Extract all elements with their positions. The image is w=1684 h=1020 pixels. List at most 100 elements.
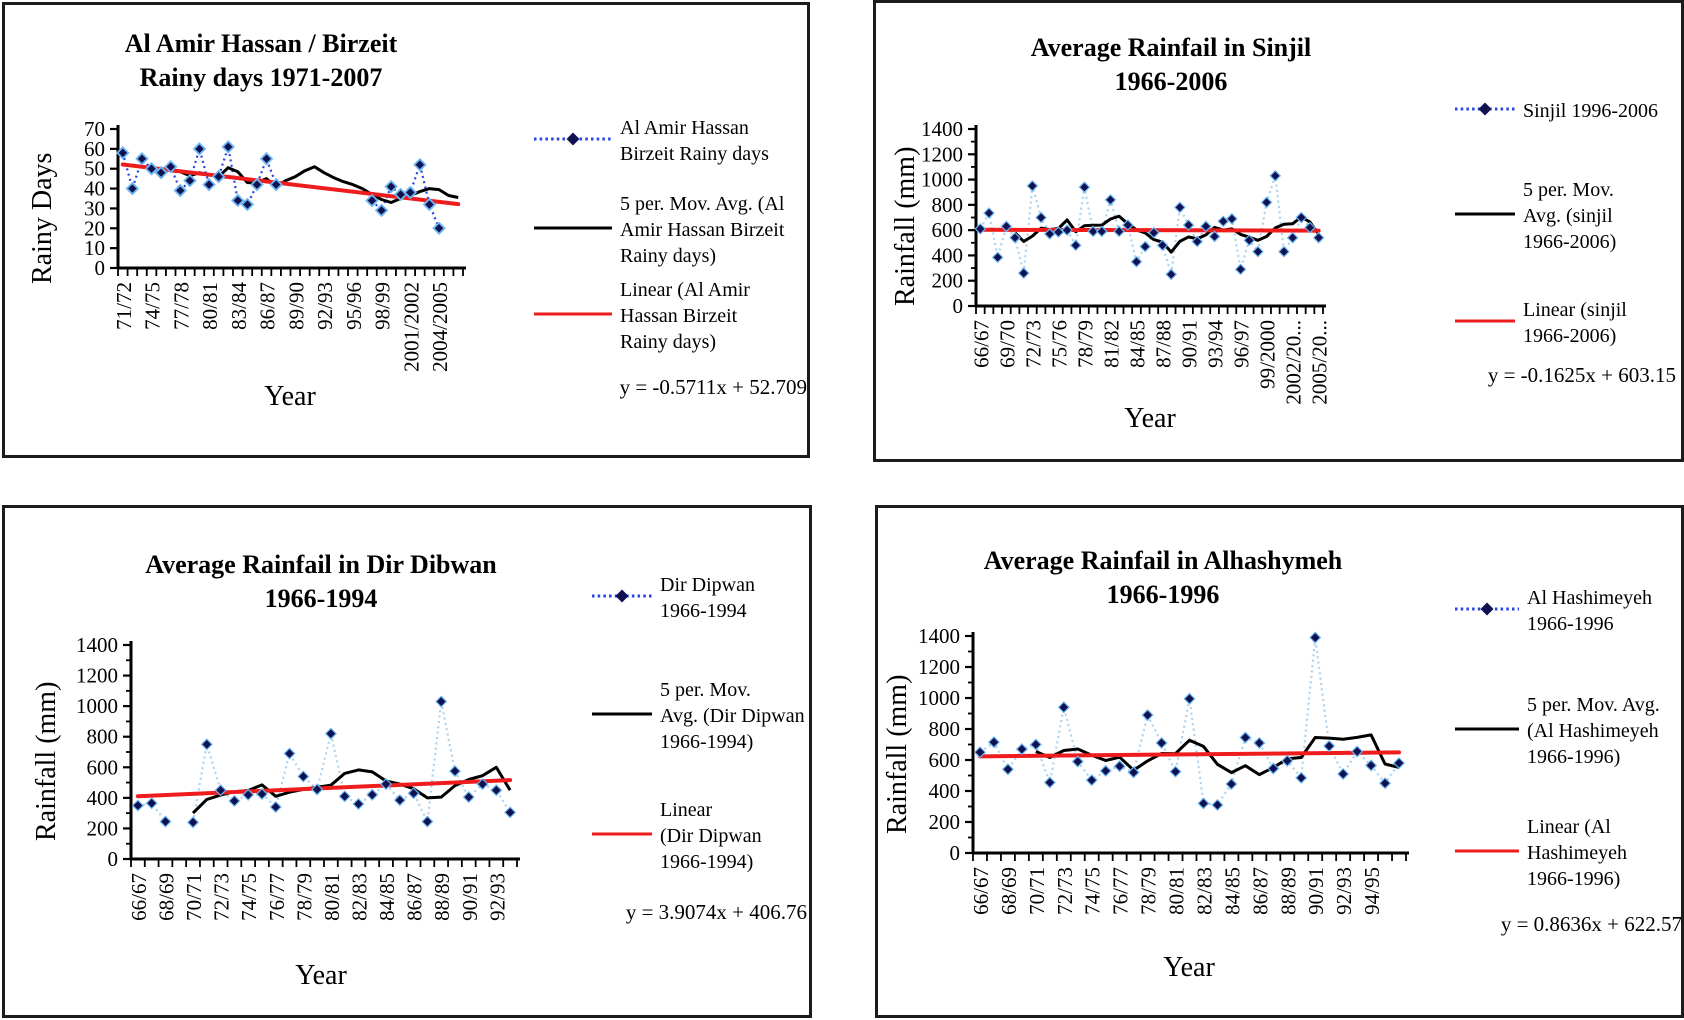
legend-marker-dotted-diamond-icon <box>533 131 613 152</box>
diamond-marker <box>1165 268 1178 281</box>
chart-title-line1: Average Rainfail in Alhashymeh <box>983 546 1343 575</box>
diamond-marker <box>1174 201 1186 214</box>
x-tick-label: 92/93 <box>485 873 509 921</box>
panel-sinjil: 0 200 400 600 800 1000 1200 1400 66/67 69/70 72/73… <box>873 0 1684 462</box>
x-tick-label: 82/83 <box>1192 867 1216 915</box>
diamond-marker <box>269 800 282 814</box>
legend-entry-trend: Linear (Al Amir Hassan Birzeit Rainy days) <box>533 277 750 355</box>
y-tick-label: 10 <box>84 236 105 260</box>
linear-trend-line <box>978 227 1321 233</box>
diamond-marker <box>407 787 420 800</box>
x-tick-label: 74/75 <box>141 282 165 330</box>
legend-label: Linear (Al Amir Hassan Birzeit Rainy days) <box>620 279 750 353</box>
trend-equation: y = 0.8636x + 622.57 <box>1500 912 1682 936</box>
diamond-marker <box>1026 180 1039 192</box>
x-tick-label: 69/70 <box>995 320 1019 368</box>
legend-entry-series: Sinjil 1996-2006 <box>1454 98 1658 124</box>
diamond-marker <box>1147 226 1160 239</box>
diamond-marker <box>432 221 446 236</box>
x-tick-label: 90/91 <box>458 873 482 921</box>
diamond-marker <box>366 788 379 801</box>
diamond-marker <box>1286 231 1299 244</box>
y-tick-label: 1200 <box>921 142 963 166</box>
diamond-marker <box>1243 234 1256 247</box>
diamond-marker <box>1197 797 1210 810</box>
diamond-marker <box>1141 709 1154 722</box>
diamond-marker <box>154 165 168 180</box>
diamond-marker <box>116 146 130 160</box>
legend-label: 5 per. Mov. Avg. (Dir Dipwan 1966-1994) <box>660 679 805 753</box>
series-markers <box>973 631 1406 811</box>
diamond-marker <box>462 791 475 804</box>
diamond-marker <box>352 797 365 811</box>
dotted-diamond-swatch <box>1455 602 1519 615</box>
x-tick-label: 89/90 <box>284 282 308 330</box>
diamond-marker <box>1121 219 1134 231</box>
diamond-marker <box>214 784 227 797</box>
red-line-swatch <box>592 832 652 835</box>
diamond-marker <box>1085 774 1098 787</box>
y-tick-label: 1200 <box>918 655 960 679</box>
diamond-marker <box>231 193 245 208</box>
chart-title: Al Amir Hassan / Birzeit Rainy days 1971… <box>31 27 491 95</box>
chart-title-line2: 1966-1996 <box>1106 580 1220 609</box>
diamond-marker <box>421 815 434 828</box>
x-tick-label: 80/81 <box>320 873 344 921</box>
y-tick-label: 30 <box>84 196 105 220</box>
diamond-marker <box>504 806 517 819</box>
legend-marker-red-line-icon <box>1454 313 1516 334</box>
red-line-swatch <box>534 312 612 315</box>
diamond-marker <box>186 816 200 829</box>
x-tick-label: 82/83 <box>347 873 371 921</box>
diamond-marker <box>1113 760 1126 773</box>
diamond-marker <box>250 177 264 192</box>
y-tick-label: 200 <box>932 269 964 293</box>
x-tick-label: 2005/20... <box>1308 320 1332 405</box>
diamond-marker <box>1183 692 1196 705</box>
x-tick-label: 86/87 <box>1248 867 1272 915</box>
y-tick-label: 400 <box>932 243 964 267</box>
x-tick-label: 88/89 <box>1276 867 1300 915</box>
diamond-marker <box>297 770 310 783</box>
diamond-marker <box>311 783 324 796</box>
legend-marker-red-line-icon <box>591 826 653 847</box>
chart-title-line2: 1966-1994 <box>264 584 378 613</box>
panel-dir-dibwan: 0 200 400 600 800 1000 1200 1400 66/67 68/69 70/71… <box>2 505 812 1018</box>
diamond-marker <box>1169 765 1182 778</box>
diamond-marker <box>1069 239 1082 252</box>
legend-marker-black-line-icon <box>1454 206 1516 227</box>
diamond-marker <box>393 794 406 807</box>
y-tick-label: 50 <box>84 157 105 181</box>
legend-entry-trend: Linear (Al Hashimeyeh 1966-1996) <box>1454 814 1627 892</box>
series-markers <box>116 140 446 236</box>
diamond-marker <box>269 177 283 192</box>
diamond-marker <box>144 161 159 176</box>
diamond-marker <box>1278 245 1290 258</box>
y-tick-label: 0 <box>108 847 119 871</box>
y-tick-label: 0 <box>950 841 961 865</box>
x-tick-label: 2004/2005 <box>428 282 452 372</box>
y-tick-label: 200 <box>87 816 119 840</box>
x-tick-label: 76/77 <box>265 873 289 921</box>
diamond-marker <box>1226 212 1238 225</box>
diamond-marker <box>1095 225 1108 238</box>
legend-entry-series: Al Hashimeyeh 1966-1996 <box>1454 585 1652 637</box>
series-markers <box>131 695 517 829</box>
y-tick-label: 0 <box>953 294 964 318</box>
panel-al-amir-hassan-birzeit: 0 10 20 30 40 50 60 70 71/72 74/75 77/78 80/81 83/84… <box>2 2 810 458</box>
y-tick-label: 600 <box>87 755 119 779</box>
axes: 0 200 400 600 800 1000 1200 1400 66/67 68/69 70/71… <box>918 624 1409 915</box>
diamond-marker <box>983 207 995 219</box>
diamond-marker <box>1015 743 1028 756</box>
y-tick-label: 1200 <box>76 664 118 688</box>
diamond-marker <box>1365 759 1378 772</box>
chart-title: Average Rainfail in Alhashymeh 1966-1996 <box>903 544 1423 612</box>
diamond-marker <box>1035 211 1047 224</box>
diamond-marker <box>403 185 418 200</box>
black-line-swatch <box>1455 727 1519 730</box>
y-tick-label: 0 <box>95 256 106 280</box>
x-tick-label: 70/71 <box>1025 867 1049 915</box>
diamond-marker <box>1312 231 1325 244</box>
diamond-marker <box>131 799 144 812</box>
legend-label: Linear (Dir Dipwan 1966-1994) <box>660 799 762 873</box>
